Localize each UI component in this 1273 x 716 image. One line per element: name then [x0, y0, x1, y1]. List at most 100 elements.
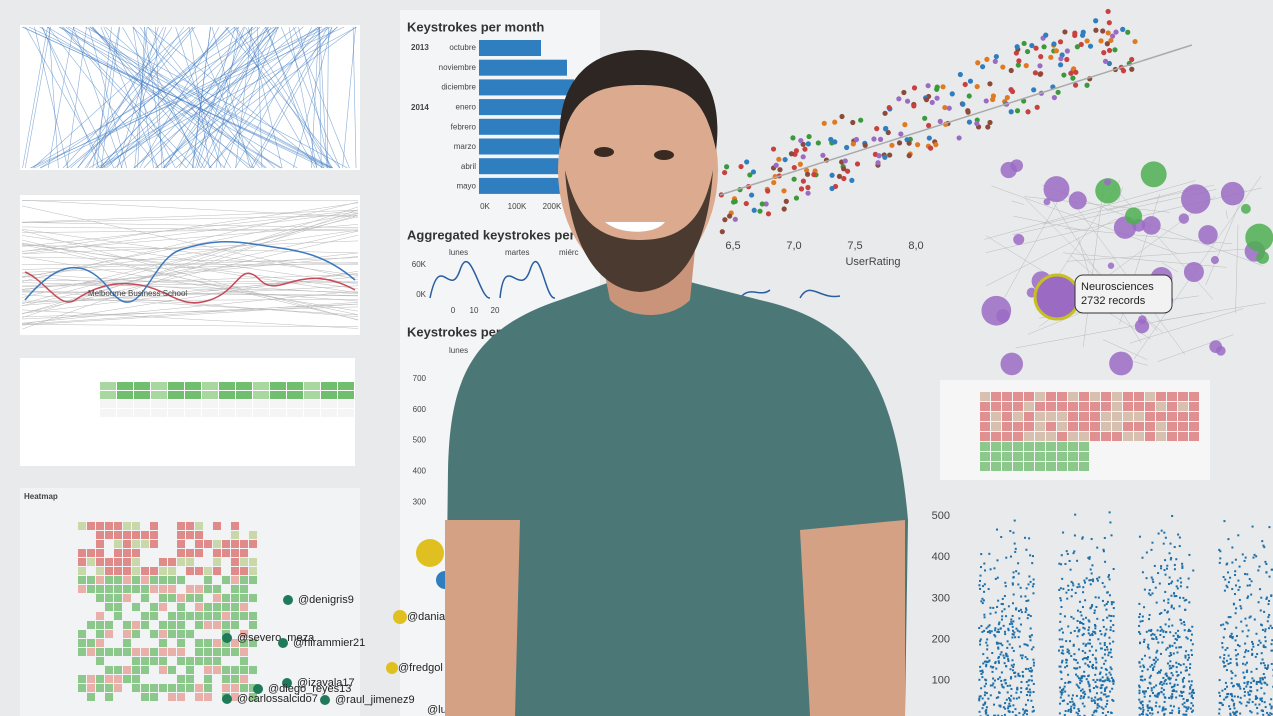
heat-cell	[105, 630, 113, 638]
dot-strip	[1095, 649, 1098, 652]
parallel-line	[34, 26, 68, 169]
parallel-line	[89, 26, 266, 169]
dot-strip	[986, 656, 989, 659]
dot-strip	[1179, 671, 1182, 674]
dot-strip	[1240, 620, 1243, 623]
dot-strip	[1078, 686, 1081, 689]
heat-cell	[150, 567, 158, 575]
parallel-line	[352, 26, 357, 169]
dot-strip	[1143, 678, 1146, 681]
dot-strip	[1075, 659, 1078, 662]
scatter-dot	[992, 58, 998, 64]
dot-strip	[1066, 597, 1069, 600]
parallel-line	[200, 26, 268, 169]
heat-cell	[231, 585, 239, 593]
dot-strip	[986, 631, 989, 634]
dot-strip	[1245, 649, 1248, 652]
heat-cell	[1178, 392, 1188, 401]
heat-cell	[204, 540, 212, 548]
scatter-dot	[882, 154, 888, 160]
parallel-line	[22, 26, 329, 169]
heat-cell	[1013, 432, 1023, 441]
heat-cell	[222, 639, 230, 647]
scatter-dot	[1068, 70, 1074, 76]
dot-strip	[1218, 701, 1221, 704]
dot-strip	[1233, 707, 1236, 710]
dot-strip	[979, 643, 982, 646]
dot-strip	[994, 635, 997, 638]
scatter-dot	[751, 207, 757, 213]
dot-strip	[1006, 684, 1009, 687]
table-cell	[202, 400, 218, 408]
dot-strip	[1174, 632, 1177, 635]
heat-cell	[1046, 412, 1056, 421]
scatter-dot	[967, 78, 974, 84]
heat-cell	[159, 585, 167, 593]
dot-strip	[1025, 548, 1028, 551]
dot-strip	[987, 660, 990, 663]
heat-cell	[204, 693, 212, 701]
dot-strip	[987, 697, 990, 700]
dot-strip	[1246, 597, 1249, 600]
parallel-line	[39, 26, 257, 169]
table-cell	[117, 391, 133, 399]
dot-strip	[985, 641, 988, 644]
heat-cell	[195, 621, 203, 629]
dot-strip	[1266, 667, 1269, 670]
dot-strip	[1070, 705, 1073, 708]
dot-strip	[1255, 667, 1258, 670]
dot-strip	[1108, 614, 1111, 617]
heat-cell	[114, 594, 122, 602]
dot-strip	[1076, 661, 1079, 664]
dot-strip	[1091, 667, 1094, 670]
dot-strip	[1065, 591, 1068, 594]
scatter-dot	[1023, 63, 1029, 69]
dot-strip	[1070, 615, 1073, 618]
dot-strip	[1240, 702, 1243, 705]
table-cell	[168, 409, 184, 417]
scatter-dot	[1125, 29, 1131, 35]
dot-strip	[1151, 712, 1154, 715]
scatter-dot	[923, 97, 930, 103]
heat-cell	[123, 558, 131, 566]
dot-strip	[1171, 709, 1174, 712]
heat-cell	[1079, 402, 1089, 411]
parallel-line	[24, 26, 51, 169]
scatter-dot	[1061, 72, 1067, 78]
scatter-dot	[1072, 32, 1078, 39]
dot-strip	[1100, 684, 1103, 687]
dot-strip	[1032, 661, 1035, 664]
dot-strip	[1138, 602, 1141, 605]
scatter-dot	[798, 186, 805, 192]
network-node	[1198, 225, 1218, 245]
scatter-dot	[763, 201, 769, 207]
dot-strip	[1160, 611, 1163, 614]
dot-strip	[1001, 615, 1004, 618]
dot-strip	[1024, 611, 1027, 614]
dot-strip	[1138, 698, 1141, 701]
dot-strip	[1148, 613, 1151, 616]
dot-strip	[1030, 699, 1033, 702]
parallel-line	[211, 26, 251, 169]
heat-cell	[78, 684, 86, 692]
dot-strip	[1017, 609, 1020, 612]
dot-strip	[1079, 679, 1082, 682]
dot-strip	[1156, 649, 1159, 652]
dot-strip	[1173, 595, 1176, 598]
dot-strip	[1020, 691, 1023, 694]
dot-strip	[1192, 691, 1195, 694]
dot-strip	[995, 641, 998, 644]
heat-cell	[1101, 392, 1111, 401]
dot-strip	[1170, 606, 1173, 609]
dot-strip	[1102, 548, 1105, 551]
dot-strip	[980, 553, 983, 556]
dot-strip	[1185, 710, 1188, 713]
parallel-line	[139, 26, 220, 169]
scatter-dot	[811, 171, 817, 178]
scatter-dot	[781, 206, 787, 212]
heat-cell	[195, 540, 203, 548]
axis-label: 300	[413, 497, 427, 506]
dot-strip	[1011, 711, 1014, 714]
heat-cell	[980, 402, 990, 411]
dot-strip	[1155, 695, 1158, 698]
